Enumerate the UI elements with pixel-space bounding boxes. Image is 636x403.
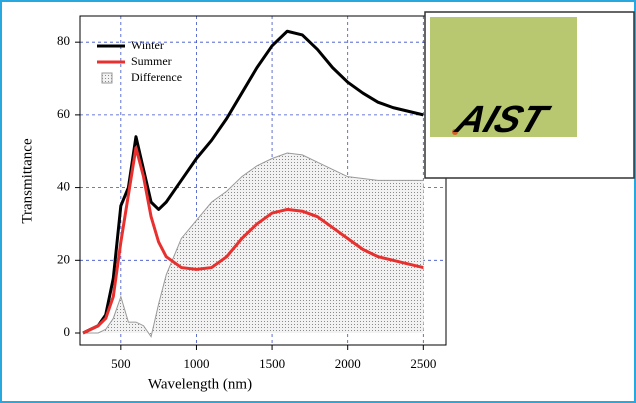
inset-photo: AIST — [424, 11, 635, 179]
difference-area — [83, 153, 424, 337]
series-line — [82, 146, 424, 335]
legend-label: Winter — [131, 38, 164, 52]
y-tick-label: 0 — [64, 324, 71, 339]
x-tick-label: 1000 — [183, 356, 209, 371]
legend: Winter Summer Difference — [97, 38, 182, 84]
x-tick-label: 2500 — [410, 356, 436, 371]
x-tick-label: 1500 — [259, 356, 285, 371]
photo-panel — [430, 17, 577, 137]
x-tick-label: 500 — [111, 356, 131, 371]
legend-label: Summer — [131, 54, 172, 68]
x-tick-label: 2000 — [335, 356, 361, 371]
legend-label: Difference — [131, 70, 182, 84]
y-tick-label: 20 — [57, 251, 70, 266]
x-axis-label: Wavelength (nm) — [148, 376, 252, 392]
difference-edge — [83, 152, 424, 338]
y-tick-label: 80 — [57, 33, 70, 48]
plot-frame — [79, 15, 447, 346]
series-line — [82, 29, 424, 335]
y-tick-label: 60 — [57, 106, 70, 121]
photo-text: AIST — [450, 98, 556, 141]
photo-dot — [452, 129, 458, 135]
y-axis-label: Transmittance — [19, 138, 35, 224]
y-tick-label: 40 — [57, 179, 70, 194]
legend-swatch — [101, 72, 113, 84]
plot: 500 1000 1500 2000 2500 0 20 40 60 80 Winter Summer… — [57, 15, 447, 371]
